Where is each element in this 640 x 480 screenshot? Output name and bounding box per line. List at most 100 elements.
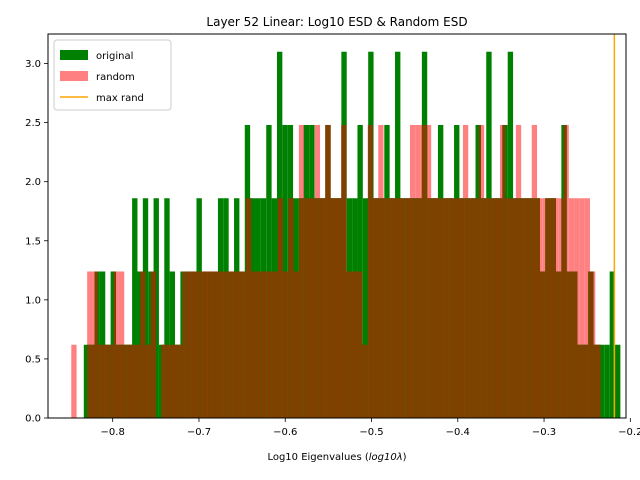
overlap-bar bbox=[568, 271, 573, 418]
x-tick-label: −0.7 bbox=[187, 427, 211, 438]
overlap-bar bbox=[198, 271, 202, 418]
overlap-bar bbox=[496, 198, 500, 418]
overlap-bar bbox=[208, 271, 213, 418]
overlap-bar bbox=[118, 344, 122, 418]
x-tick-label: −0.4 bbox=[446, 427, 470, 438]
overlap-bar bbox=[513, 198, 516, 418]
overlap-bar bbox=[593, 344, 596, 418]
overlap-bar bbox=[523, 198, 527, 418]
overlap-bar bbox=[129, 344, 133, 418]
overlap-bar bbox=[166, 344, 170, 418]
legend-label: max rand bbox=[96, 93, 144, 104]
overlap-bar bbox=[182, 271, 186, 418]
overlap-bar bbox=[588, 271, 590, 418]
overlap-bar bbox=[563, 124, 567, 419]
overlap-bar bbox=[235, 271, 240, 418]
original-bar bbox=[609, 271, 616, 418]
overlap-bar bbox=[217, 271, 220, 418]
overlap-bar bbox=[447, 198, 449, 418]
overlap-bar bbox=[94, 271, 98, 418]
overlap-bar bbox=[529, 198, 532, 418]
x-axis-label-math: log10λ bbox=[369, 452, 403, 463]
overlap-bar bbox=[219, 271, 224, 418]
overlap-bar bbox=[103, 344, 106, 418]
y-tick-label: 3.0 bbox=[25, 59, 41, 70]
overlap-bar bbox=[547, 198, 551, 418]
overlap-bar bbox=[404, 198, 406, 418]
overlap-bar bbox=[113, 271, 116, 418]
overlap-bar bbox=[260, 271, 262, 418]
overlap-bar bbox=[558, 271, 562, 418]
overlap-bar bbox=[223, 271, 225, 418]
overlap-bar bbox=[388, 198, 390, 418]
y-tick-label: 0.5 bbox=[25, 354, 41, 365]
overlap-bar bbox=[405, 198, 411, 418]
overlap-bar bbox=[480, 198, 485, 418]
y-tick-label: 0.0 bbox=[25, 414, 41, 425]
legend-label: random bbox=[96, 72, 135, 83]
overlap-bar bbox=[566, 271, 569, 418]
original-bar bbox=[83, 344, 90, 418]
overlap-bar bbox=[267, 271, 272, 418]
overlap-bar bbox=[431, 198, 433, 418]
overlap-bar bbox=[304, 198, 310, 418]
overlap-bar bbox=[150, 271, 154, 418]
overlap-bar bbox=[256, 271, 261, 418]
overlap-bar bbox=[191, 271, 194, 418]
overlap-bar bbox=[462, 198, 465, 418]
random-bar bbox=[584, 198, 590, 418]
original-bar bbox=[615, 344, 621, 418]
overlap-bar bbox=[494, 198, 497, 418]
overlap-bar bbox=[542, 271, 546, 418]
overlap-bar bbox=[473, 198, 476, 418]
overlap-bar bbox=[582, 344, 585, 418]
overlap-bar bbox=[251, 271, 256, 418]
overlap-bar bbox=[108, 344, 111, 418]
axes-frame bbox=[47, 33, 627, 419]
overlap-bar bbox=[148, 344, 151, 418]
overlap-bar bbox=[87, 344, 90, 418]
overlap-bar bbox=[175, 344, 178, 418]
overlap-bar bbox=[499, 198, 503, 418]
overlap-bar bbox=[491, 198, 495, 418]
overlap-bar bbox=[293, 271, 299, 418]
overlap-bar bbox=[448, 198, 453, 418]
overlap-bar bbox=[378, 198, 379, 418]
overlap-bar bbox=[595, 344, 599, 418]
overlap-bar bbox=[416, 198, 421, 418]
overlap-bar bbox=[489, 198, 492, 418]
y-axis-ticks: 0.0 0.5 1.0 1.5 2.0 2.5 3.0 bbox=[25, 59, 48, 425]
x-tick-label: −0.6 bbox=[273, 427, 297, 438]
original-bar bbox=[142, 198, 149, 418]
overlap-bar bbox=[598, 344, 601, 418]
overlap-bar bbox=[378, 198, 384, 418]
x-axis-ticks: −0.8 −0.7 −0.6 −0.5 −0.4 −0.3 −0.2 bbox=[101, 418, 640, 438]
overlap-bar bbox=[415, 198, 417, 418]
overlap-bars bbox=[87, 124, 601, 419]
overlap-bar bbox=[470, 198, 474, 418]
overlap-bar bbox=[484, 198, 487, 418]
overlap-bar bbox=[89, 344, 93, 418]
overlap-bar bbox=[187, 271, 192, 418]
overlap-bar bbox=[261, 271, 267, 418]
overlap-bar bbox=[239, 271, 241, 418]
overlap-bar bbox=[502, 124, 506, 419]
overlap-bar bbox=[452, 198, 455, 418]
y-tick-label: 1.5 bbox=[25, 236, 41, 247]
overlap-bar bbox=[420, 198, 422, 418]
overlap-bar bbox=[399, 198, 401, 418]
overlap-bar bbox=[250, 198, 252, 418]
overlap-bar bbox=[171, 344, 176, 418]
overlap-bar bbox=[577, 344, 580, 418]
overlap-bar bbox=[272, 271, 277, 418]
overlap-bar bbox=[539, 271, 543, 418]
overlap-bar bbox=[368, 124, 373, 419]
overlap-bar bbox=[169, 344, 172, 418]
overlap-bar bbox=[346, 271, 352, 418]
overlap-bar bbox=[579, 344, 583, 418]
overlap-bar bbox=[105, 344, 109, 418]
overlap-bar bbox=[400, 198, 405, 418]
x-axis-label-text: Log10 Eigenvalues bbox=[267, 452, 364, 463]
overlap-bar bbox=[552, 198, 557, 418]
